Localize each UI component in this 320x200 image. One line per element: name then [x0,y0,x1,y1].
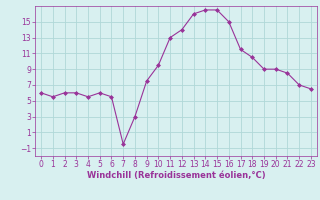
X-axis label: Windchill (Refroidissement éolien,°C): Windchill (Refroidissement éolien,°C) [87,171,265,180]
